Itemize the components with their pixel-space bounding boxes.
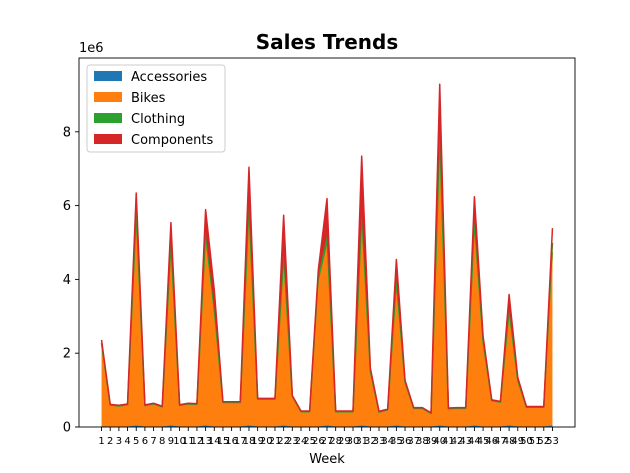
x-tick-label: 34 — [381, 436, 394, 447]
x-tick-label: 25 — [303, 436, 316, 447]
chart-title: Sales Trends — [256, 30, 399, 54]
x-tick-label: 6 — [142, 436, 148, 447]
x-tick-label: 14 — [208, 436, 221, 447]
x-tick-label: 30 — [347, 436, 360, 447]
x-tick-label: 49 — [511, 436, 524, 447]
legend-label-components: Components — [131, 133, 213, 148]
x-tick-label: 44 — [468, 436, 481, 447]
x-tick-label: 38 — [416, 436, 429, 447]
area-bikes — [101, 145, 553, 427]
x-tick-label: 32 — [364, 436, 377, 447]
x-tick-label: 2 — [107, 436, 113, 447]
x-tick-label: 24 — [295, 436, 308, 447]
x-tick-label: 1 — [98, 436, 104, 447]
x-tick-label: 16 — [225, 436, 238, 447]
y-tick-label: 8 — [63, 125, 71, 140]
x-tick-label: 48 — [503, 436, 516, 447]
x-tick-label: 39 — [425, 436, 438, 447]
x-tick-label: 23 — [286, 436, 299, 447]
legend: Accessories Bikes Clothing Components — [86, 64, 226, 153]
x-tick-label: 10 — [173, 436, 186, 447]
y-axis-offset-label: 1e6 — [79, 41, 104, 56]
x-tick-label: 18 — [243, 436, 256, 447]
x-tick-label: 31 — [355, 436, 368, 447]
legend-label-accessories: Accessories — [131, 70, 207, 85]
x-tick-label: 47 — [494, 436, 507, 447]
legend-box — [86, 64, 226, 153]
y-tick-label: 4 — [63, 273, 71, 288]
x-tick-label: 8 — [159, 436, 165, 447]
legend-swatch-components — [94, 134, 122, 144]
x-tick-label: 19 — [251, 436, 264, 447]
x-tick-label: 35 — [390, 436, 403, 447]
x-tick-label: 5 — [133, 436, 139, 447]
x-tick-label: 9 — [168, 436, 174, 447]
legend-swatch-bikes — [94, 92, 122, 102]
x-tick-label: 28 — [329, 436, 342, 447]
x-tick-label: 27 — [321, 436, 334, 447]
x-tick-label: 4 — [124, 436, 130, 447]
line-components — [100, 83, 554, 414]
x-tick-label: 41 — [442, 436, 455, 447]
x-tick-label: 50 — [520, 436, 533, 447]
x-tick-label: 51 — [529, 436, 542, 447]
legend-label-clothing: Clothing — [131, 112, 185, 127]
x-tick-label: 20 — [260, 436, 273, 447]
legend-swatch-clothing — [94, 113, 122, 123]
y-tick-label: 2 — [63, 347, 71, 362]
x-tick-label: 42 — [451, 436, 464, 447]
x-axis-label: Week — [309, 452, 345, 467]
x-tick-label: 45 — [477, 436, 490, 447]
area-layers — [100, 83, 554, 428]
x-tick-label: 26 — [312, 436, 325, 447]
x-tick-label: 37 — [407, 436, 420, 447]
x-tick-label: 33 — [373, 436, 386, 447]
legend-label-bikes: Bikes — [131, 91, 166, 106]
x-tick-label: 15 — [217, 436, 230, 447]
x-tick-label: 22 — [277, 436, 290, 447]
x-tick-label: 43 — [459, 436, 472, 447]
x-tick-label: 36 — [399, 436, 412, 447]
x-tick-label: 29 — [338, 436, 351, 447]
x-tick-label: 13 — [199, 436, 212, 447]
x-tick-label: 17 — [234, 436, 247, 447]
x-tick-label: 12 — [191, 436, 204, 447]
y-tick-label: 0 — [63, 421, 71, 436]
x-tick-label: 11 — [182, 436, 195, 447]
legend-swatch-accessories — [94, 71, 122, 81]
x-tick-label: 21 — [269, 436, 282, 447]
x-tick-label: 46 — [485, 436, 498, 447]
x-tick-label: 53 — [546, 436, 559, 447]
y-tick-label: 6 — [63, 199, 71, 214]
x-tick-label: 3 — [116, 436, 122, 447]
x-tick-label: 7 — [150, 436, 156, 447]
x-tick-label: 40 — [433, 436, 446, 447]
x-tick-label: 52 — [537, 436, 550, 447]
